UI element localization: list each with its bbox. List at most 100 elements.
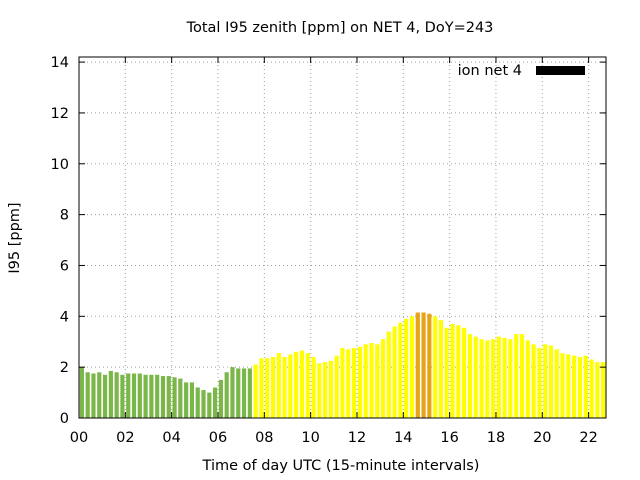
bar bbox=[91, 373, 96, 418]
bar bbox=[102, 374, 108, 418]
bar bbox=[85, 372, 90, 418]
legend-label: ion net 4 bbox=[458, 63, 522, 79]
grid-lines bbox=[79, 57, 606, 418]
bar bbox=[490, 339, 496, 418]
bar bbox=[149, 374, 154, 418]
bar bbox=[131, 373, 137, 418]
bar bbox=[218, 379, 223, 418]
bar bbox=[438, 320, 444, 418]
x-tick-label: 16 bbox=[440, 430, 458, 446]
y-axis-label: I95 [ppm] bbox=[7, 202, 23, 273]
bar bbox=[496, 336, 501, 418]
bar bbox=[305, 353, 310, 418]
y-tick-label: 6 bbox=[60, 258, 69, 274]
y-tick-label: 0 bbox=[60, 411, 69, 427]
x-tick-label: 12 bbox=[348, 430, 366, 446]
bar bbox=[572, 355, 577, 418]
bar bbox=[427, 313, 432, 418]
bar bbox=[473, 336, 478, 418]
bar bbox=[195, 387, 200, 418]
bar bbox=[155, 374, 160, 418]
bar bbox=[444, 327, 449, 418]
bar bbox=[311, 356, 316, 418]
x-tick-label: 04 bbox=[162, 430, 180, 446]
bar bbox=[577, 356, 583, 418]
bar bbox=[421, 312, 426, 418]
bar bbox=[224, 372, 229, 418]
x-axis-label: Time of day UTC (15-minute intervals) bbox=[202, 458, 480, 474]
bar bbox=[189, 382, 195, 418]
bar bbox=[589, 359, 594, 418]
bar bbox=[450, 323, 455, 418]
bar bbox=[479, 339, 484, 418]
bar bbox=[120, 374, 125, 418]
y-tick-label: 8 bbox=[60, 208, 69, 224]
bar bbox=[566, 354, 571, 418]
bar bbox=[467, 334, 472, 418]
x-tick-label: 14 bbox=[394, 430, 412, 446]
bar bbox=[404, 318, 409, 418]
bar bbox=[276, 353, 281, 418]
bar bbox=[525, 340, 530, 418]
bar bbox=[236, 368, 241, 418]
y-tick-label: 2 bbox=[60, 360, 69, 376]
bar bbox=[462, 327, 467, 418]
x-tick-label: 02 bbox=[116, 430, 134, 446]
bar bbox=[398, 322, 403, 418]
bar bbox=[502, 337, 507, 418]
bar bbox=[172, 377, 177, 418]
bar bbox=[334, 355, 339, 418]
y-tick-label: 14 bbox=[51, 55, 69, 71]
bar bbox=[299, 350, 305, 418]
chart-title: Total I95 zenith [ppm] on NET 4, DoY=243 bbox=[186, 20, 494, 36]
bar bbox=[114, 372, 119, 418]
bar bbox=[375, 344, 380, 418]
bar bbox=[409, 316, 415, 418]
x-tick-label: 00 bbox=[70, 430, 88, 446]
bar bbox=[548, 345, 554, 418]
bar bbox=[323, 362, 328, 418]
bar bbox=[601, 362, 606, 418]
bar bbox=[184, 382, 189, 418]
bar bbox=[514, 334, 519, 418]
bar bbox=[143, 374, 148, 418]
bar bbox=[485, 340, 490, 418]
bar bbox=[137, 373, 142, 418]
bar bbox=[392, 326, 397, 418]
bar bbox=[537, 348, 542, 418]
bar bbox=[213, 387, 218, 418]
bar bbox=[247, 368, 252, 418]
bar bbox=[241, 368, 247, 418]
bar bbox=[340, 348, 345, 418]
y-tick-label: 12 bbox=[51, 106, 69, 122]
bar bbox=[230, 367, 235, 418]
bar bbox=[380, 339, 386, 418]
legend: ion net 4 bbox=[458, 63, 585, 79]
bar bbox=[79, 367, 84, 418]
bar bbox=[560, 353, 565, 418]
bar bbox=[595, 362, 600, 418]
bar bbox=[543, 344, 548, 418]
bar bbox=[108, 370, 113, 418]
y-tick-label: 10 bbox=[51, 157, 69, 173]
bar bbox=[160, 376, 166, 418]
bar bbox=[178, 378, 183, 418]
y-tick-label: 4 bbox=[60, 309, 69, 325]
bar bbox=[583, 355, 588, 418]
bar bbox=[259, 358, 264, 418]
bar bbox=[97, 372, 102, 418]
bar bbox=[456, 325, 461, 418]
bar bbox=[166, 376, 171, 418]
bar bbox=[253, 364, 258, 418]
bar bbox=[288, 354, 293, 418]
bar bbox=[270, 356, 276, 418]
bar bbox=[346, 349, 351, 418]
bar bbox=[386, 331, 391, 418]
bar bbox=[519, 334, 525, 418]
bar bbox=[369, 343, 374, 418]
x-tick-label: 18 bbox=[487, 430, 505, 446]
bar bbox=[201, 390, 206, 418]
x-tick-label: 22 bbox=[579, 430, 597, 446]
bar bbox=[363, 344, 368, 418]
